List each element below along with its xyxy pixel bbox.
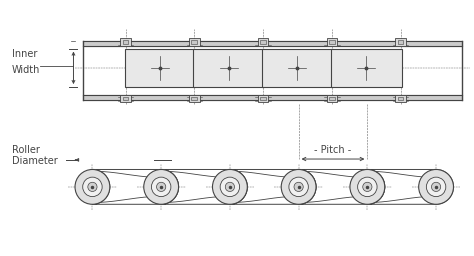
Bar — [331, 49, 401, 87]
Bar — [395, 95, 406, 102]
Bar — [262, 49, 333, 87]
Circle shape — [144, 169, 179, 204]
Circle shape — [225, 182, 235, 191]
Bar — [260, 97, 266, 101]
Bar — [398, 40, 403, 44]
Bar — [120, 95, 131, 102]
Bar — [398, 97, 403, 101]
Circle shape — [88, 182, 97, 191]
Bar — [327, 95, 337, 102]
Bar — [123, 40, 128, 44]
Circle shape — [363, 182, 372, 191]
Circle shape — [431, 182, 441, 191]
Circle shape — [357, 177, 377, 197]
Bar — [260, 40, 266, 44]
Bar — [193, 49, 264, 87]
Text: Roller: Roller — [12, 145, 40, 155]
Bar — [329, 40, 335, 44]
Circle shape — [151, 177, 171, 197]
Circle shape — [419, 169, 454, 204]
Text: - Pitch -: - Pitch - — [314, 145, 352, 155]
Circle shape — [220, 177, 240, 197]
Bar — [191, 97, 197, 101]
Bar — [258, 95, 268, 102]
Circle shape — [281, 169, 316, 204]
Bar — [125, 49, 195, 87]
Bar — [189, 38, 200, 46]
Bar — [189, 95, 200, 102]
Text: Width: Width — [12, 65, 40, 76]
Bar — [395, 38, 406, 46]
Circle shape — [350, 169, 385, 204]
Bar — [327, 38, 337, 46]
Circle shape — [75, 169, 110, 204]
Bar — [258, 38, 268, 46]
Circle shape — [82, 177, 102, 197]
Circle shape — [294, 182, 303, 191]
Bar — [329, 97, 335, 101]
Bar — [123, 97, 128, 101]
Circle shape — [156, 182, 166, 191]
Circle shape — [212, 169, 247, 204]
Bar — [191, 40, 197, 44]
Circle shape — [426, 177, 446, 197]
Text: Diameter: Diameter — [12, 156, 58, 166]
Text: Inner: Inner — [12, 49, 37, 59]
Circle shape — [289, 177, 309, 197]
Bar — [120, 38, 131, 46]
